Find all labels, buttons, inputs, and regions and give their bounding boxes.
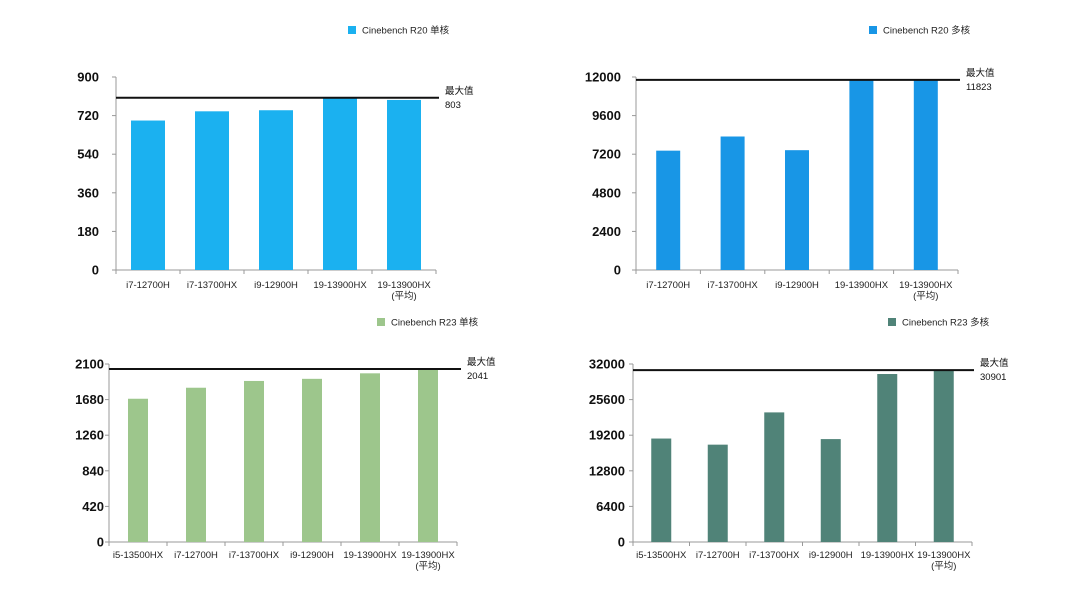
max-label: 最大值 (467, 356, 496, 368)
x-tick-label: 19-13900HX (343, 550, 397, 561)
y-tick-label: 420 (82, 499, 104, 514)
bar (131, 120, 165, 270)
bar (933, 370, 954, 542)
x-tick-label: 19-13900HX (平均) (899, 280, 953, 302)
y-tick-label: 19200 (589, 428, 625, 443)
bar (360, 373, 380, 542)
max-label: 最大值 (966, 67, 995, 79)
max-label: 最大值 (980, 357, 1009, 369)
x-tick-label: i7-12700H (174, 550, 218, 561)
bar (877, 374, 898, 542)
y-tick-label: 2400 (592, 224, 621, 239)
bar (913, 79, 938, 271)
bar (820, 439, 841, 542)
y-tick-label: 9600 (592, 108, 621, 123)
y-tick-label: 180 (77, 224, 99, 239)
legend-swatch (377, 318, 385, 326)
y-tick-label: 900 (77, 70, 99, 85)
bar (785, 150, 809, 270)
bar (707, 444, 728, 542)
chart-3: Cinebench R23 单核 0 420 840 1260 1680 2100 i5-13… (75, 317, 496, 573)
y-tick-label: 840 (82, 463, 104, 478)
chart-1: Cinebench R20 单核 0 180 360 540 720 900 i7-12700… (77, 25, 474, 303)
legend-swatch (348, 26, 356, 34)
bar (128, 398, 148, 542)
bar (849, 79, 874, 271)
bar (186, 387, 206, 542)
max-value: 30901 (980, 372, 1006, 383)
y-tick-label: 720 (77, 108, 99, 123)
y-tick-label: 2100 (75, 357, 104, 372)
bar (764, 412, 785, 542)
x-tick-label: i9-12900H (254, 280, 298, 291)
legend-swatch (869, 26, 877, 34)
x-tick-label: i7-13700HX (708, 280, 759, 291)
chart-4: Cinebench R23 多核 0 6400 12800 19200 25600 3200… (589, 317, 1009, 573)
bar (323, 97, 357, 270)
legend-label: Cinebench R20 多核 (883, 25, 971, 37)
x-tick-label: i7-13700HX (229, 550, 280, 561)
legend-label: Cinebench R20 单核 (362, 25, 450, 37)
y-tick-label: 0 (614, 263, 621, 278)
y-tick-label: 4800 (592, 185, 621, 200)
y-tick-label: 360 (77, 185, 99, 200)
bar (651, 438, 672, 542)
x-tick-label: i9-12900H (290, 550, 334, 561)
y-tick-label: 540 (77, 147, 99, 162)
x-tick-label: i7-13700HX (749, 550, 800, 561)
bar (387, 99, 421, 270)
max-value: 11823 (966, 82, 992, 93)
legend-label: Cinebench R23 单核 (391, 317, 479, 329)
x-tick-label: 19-13900HX (313, 280, 367, 291)
x-tick-label: 19-13900HX (平均) (377, 280, 431, 302)
bar (259, 110, 293, 270)
x-tick-label: i7-12700H (126, 280, 170, 291)
y-tick-label: 7200 (592, 147, 621, 162)
legend-swatch (888, 318, 896, 326)
x-tick-label: i9-12900H (775, 280, 819, 291)
y-tick-label: 1680 (75, 392, 104, 407)
x-tick-label: i5-13500HX (636, 550, 687, 561)
max-value: 803 (445, 100, 461, 111)
max-value: 2041 (467, 371, 488, 382)
bar (720, 136, 745, 270)
x-tick-label: 19-13900HX (835, 280, 889, 291)
bar (302, 378, 322, 542)
x-tick-label: i7-13700HX (187, 280, 238, 291)
bar (656, 150, 681, 270)
x-tick-label: i5-13500HX (113, 550, 164, 561)
max-label: 最大值 (445, 85, 474, 97)
x-tick-label: i7-12700H (696, 550, 740, 561)
y-tick-label: 0 (618, 535, 625, 550)
y-tick-label: 6400 (596, 499, 625, 514)
x-tick-label: i7-12700H (646, 280, 690, 291)
bar (418, 369, 438, 542)
y-tick-label: 0 (92, 263, 99, 278)
x-tick-label: 19-13900HX (861, 550, 915, 561)
y-tick-label: 25600 (589, 392, 625, 407)
y-tick-label: 12800 (589, 463, 625, 478)
bar (195, 111, 229, 270)
bar (244, 380, 264, 542)
y-tick-label: 32000 (589, 357, 625, 372)
x-tick-label: 19-13900HX (平均) (401, 550, 455, 572)
y-tick-label: 0 (97, 535, 104, 550)
x-tick-label: 19-13900HX (平均) (917, 550, 971, 572)
legend-label: Cinebench R23 多核 (902, 317, 990, 329)
x-tick-label: i9-12900H (809, 550, 853, 561)
y-tick-label: 12000 (585, 70, 621, 85)
chart-2: Cinebench R20 多核 0 2400 4800 7200 9600 12000 i7… (585, 25, 995, 303)
y-tick-label: 1260 (75, 428, 104, 443)
